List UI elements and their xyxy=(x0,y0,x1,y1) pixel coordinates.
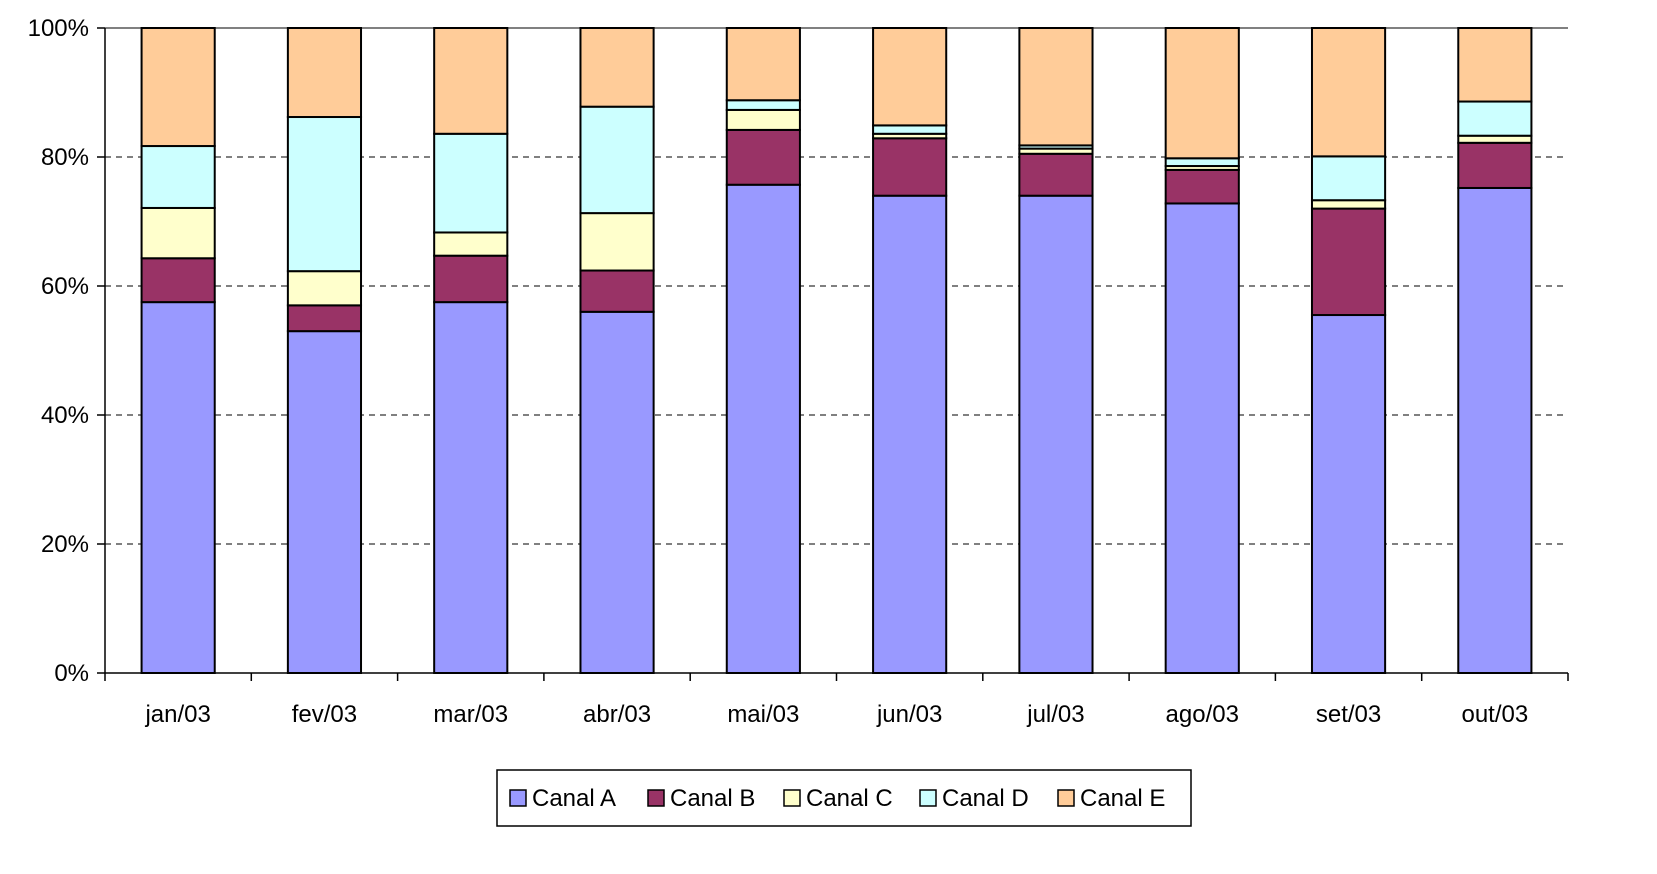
legend-swatch xyxy=(509,789,527,807)
x-tick-label: jul/03 xyxy=(1026,701,1084,728)
bar-segment-canal-b xyxy=(1457,141,1533,189)
bar-segment-canal-b xyxy=(433,254,509,304)
bar-segment-canal-a xyxy=(1164,202,1240,674)
legend-swatch xyxy=(783,789,801,807)
x-tick-label: set/03 xyxy=(1316,701,1381,728)
bar-segment-canal-c xyxy=(579,212,655,272)
bars xyxy=(140,27,1533,675)
bar-segment-canal-e xyxy=(433,27,509,135)
y-tick-label: 80% xyxy=(41,144,89,171)
legend-box xyxy=(496,769,1192,827)
bar-segment-canal-d xyxy=(140,145,216,209)
y-tick-label: 60% xyxy=(41,273,89,300)
legend: Canal A Canal B Canal C Canal D Canal E xyxy=(496,769,1192,827)
bar-segment-canal-c xyxy=(1310,199,1387,210)
bar-segment-canal-a xyxy=(286,330,363,674)
axes xyxy=(97,27,1569,681)
y-tick-label: 40% xyxy=(41,402,89,429)
bar-segment-canal-c xyxy=(1457,134,1533,144)
bar-segment-canal-d xyxy=(725,99,801,111)
bar-segment-canal-b xyxy=(1164,168,1240,205)
bar-segment-canal-a xyxy=(1457,186,1533,675)
legend-label: Canal A xyxy=(532,785,616,812)
bar-segment-canal-d xyxy=(872,124,948,135)
bar-segment-canal-b xyxy=(286,304,363,333)
x-tick-label: mar/03 xyxy=(433,701,508,728)
bar-segment-canal-a xyxy=(725,183,801,675)
legend-swatch xyxy=(647,789,665,807)
legend-label: Canal E xyxy=(1080,785,1165,812)
bar-segment-canal-e xyxy=(1310,27,1387,158)
x-tick-label: fev/03 xyxy=(292,701,357,728)
legend-swatch xyxy=(1057,789,1075,807)
bar-segment-canal-a xyxy=(140,301,216,674)
bar-segment-canal-d xyxy=(433,132,509,234)
y-tick-label: 100% xyxy=(28,15,89,42)
bar-segment-canal-d xyxy=(1164,157,1240,168)
y-tick-label: 20% xyxy=(41,531,89,558)
bar-segment-canal-d xyxy=(286,116,363,273)
legend-label: Canal B xyxy=(670,785,755,812)
bar-segment-canal-e xyxy=(1457,27,1533,103)
bar-segment-canal-e xyxy=(286,27,363,119)
bar-segment-canal-e xyxy=(140,27,216,148)
bar-segment-canal-b xyxy=(725,128,801,186)
legend-swatch xyxy=(919,789,937,807)
bar-segment-canal-e xyxy=(1164,27,1240,160)
bar-segment-canal-e xyxy=(579,27,655,108)
bar-segment-canal-d xyxy=(1310,155,1387,202)
bar-segment-canal-d xyxy=(579,105,655,215)
x-tick-label: out/03 xyxy=(1461,701,1528,728)
bar-segment-canal-c xyxy=(433,231,509,257)
bar-segment-canal-c xyxy=(725,108,801,131)
y-tick-label: 0% xyxy=(54,660,89,687)
bar-segment-canal-b xyxy=(140,257,216,304)
bar-segment-canal-d xyxy=(1457,100,1533,137)
legend-label: Canal C xyxy=(806,785,893,812)
bar-segment-canal-a xyxy=(872,194,948,674)
bar-segment-canal-b xyxy=(579,269,655,313)
bar-segment-canal-a xyxy=(1018,194,1094,674)
x-tick-label: ago/03 xyxy=(1166,701,1239,728)
bar-segment-canal-e xyxy=(872,27,948,127)
y-tick-labels: 0% 20% 40% 60% 80% 100% xyxy=(28,15,89,687)
x-tick-label: jun/03 xyxy=(876,701,942,728)
bar-segment-canal-e xyxy=(725,27,801,102)
bar-segment-canal-b xyxy=(1310,207,1387,317)
bar-segment-canal-b xyxy=(872,137,948,197)
x-tick-label: mai/03 xyxy=(727,701,799,728)
bar-segment-canal-c xyxy=(286,270,363,307)
bar-segment-canal-a xyxy=(579,310,655,674)
legend-label: Canal D xyxy=(942,785,1029,812)
bar-segment-canal-a xyxy=(433,301,509,674)
bar-segment-canal-c xyxy=(140,206,216,260)
bar-segment-canal-a xyxy=(1310,314,1387,674)
x-tick-label: jan/03 xyxy=(144,701,210,728)
x-tick-labels: jan/03 fev/03 mar/03 abr/03 mai/03 jun/03 jul/… xyxy=(144,701,1528,728)
x-tick-label: abr/03 xyxy=(583,701,651,728)
bar-segment-canal-e xyxy=(1018,27,1094,147)
bar-segment-canal-b xyxy=(1018,152,1094,197)
